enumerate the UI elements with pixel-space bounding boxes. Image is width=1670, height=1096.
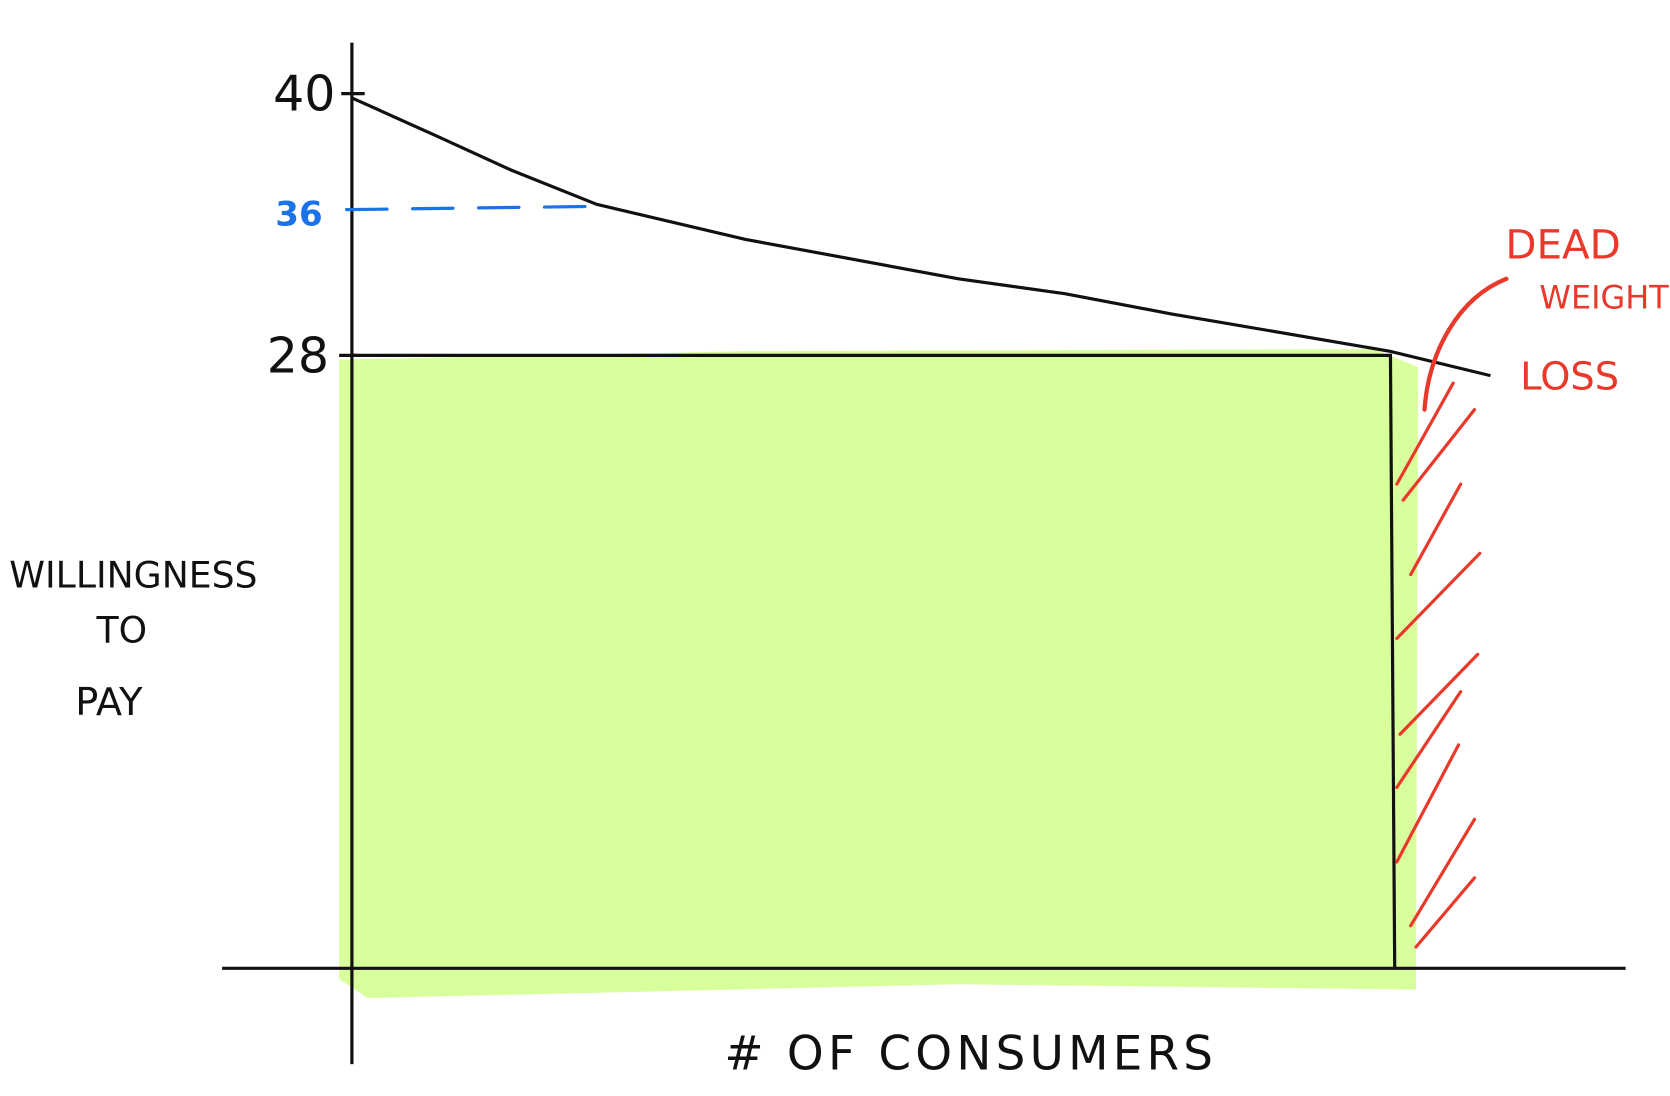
revenue-area [339, 349, 1419, 999]
dashed-guide-36 [344, 204, 593, 212]
y-axis-label-line3: PAY [75, 680, 143, 725]
x-axis-label: # OF CONSUMERS [724, 1027, 1217, 1081]
demand-curve [351, 96, 1491, 378]
deadweight-hatching [1395, 381, 1482, 949]
y-tick-label-36: 36 [275, 195, 322, 235]
y-axis-label-line1: WILLINGNESS [9, 553, 257, 596]
price-rectangle [351, 353, 1397, 969]
y-tick-label-40: 40 [273, 66, 335, 123]
y-axis-label-line2: TO [96, 609, 148, 652]
annotation-line3: LOSS [1520, 354, 1619, 399]
annotation-line2: WEIGHT [1539, 279, 1669, 317]
deadweight-pointer [1422, 276, 1509, 412]
annotation-line1: DEAD [1505, 221, 1620, 269]
y-tick-label-28: 28 [267, 327, 329, 384]
